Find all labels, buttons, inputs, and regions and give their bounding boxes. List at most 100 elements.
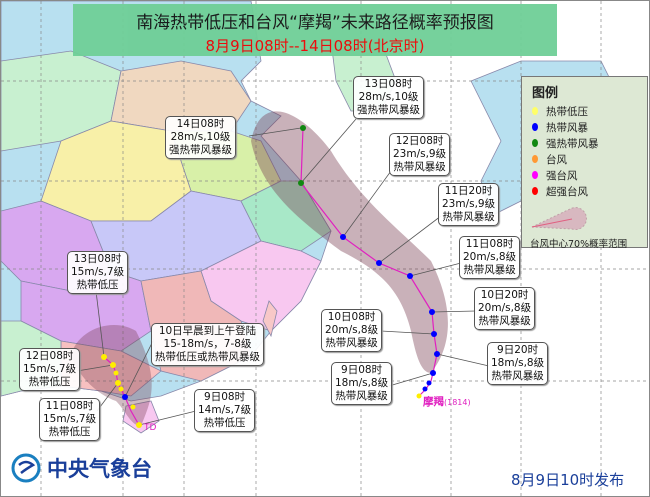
- title-main: 南海热带低压和台风“摩羯”未来路径概率预报图: [136, 13, 494, 33]
- forecast-level: 强热带风暴级: [169, 144, 232, 156]
- td-label: TD: [144, 423, 157, 433]
- forecast-level: 热带低压: [28, 376, 71, 388]
- forecast-time: 11日08时: [465, 238, 514, 250]
- forecast-time: 9日08时: [204, 391, 246, 403]
- track-point-14d08: [300, 125, 306, 131]
- forecast-wind: 15m/s,7级: [23, 363, 77, 375]
- forecast-level: 热带低压或热带风暴级: [155, 351, 260, 363]
- forecast-wind: 28m/s,10级: [170, 131, 231, 143]
- forecast-wind: 28m/s,10级: [358, 91, 419, 103]
- typhoon-code: (1814): [444, 398, 471, 407]
- forecast-wind: 18m/s,8级: [335, 377, 389, 389]
- forecast-level: 热带风暴级: [393, 161, 446, 173]
- td-label-9d08: 9日08时 14m/s,7级 热带低压: [194, 389, 256, 432]
- forecast-time: 11日20时: [444, 185, 493, 197]
- map-title: 南海热带低压和台风“摩羯”未来路径概率预报图 8月9日08时--14日08时(北…: [73, 4, 557, 56]
- forecast-time: 11日08时: [45, 400, 94, 412]
- past-track-point: [416, 393, 422, 399]
- td-track-point: [118, 386, 124, 392]
- depression-probability-cone: [71, 325, 152, 426]
- forecast-level: 热带低压: [76, 279, 119, 291]
- legend-label: 热带风暴: [546, 121, 588, 134]
- forecast-label-10d20: 10日20时 20m/s,8级 热带风暴级: [474, 287, 536, 330]
- legend-label: 强热带风暴: [546, 137, 599, 150]
- issue-time: 8月9日10时发布: [511, 471, 625, 489]
- td-point-13d08: [101, 354, 107, 360]
- td-label-11d08: 11日08时 15m/s,7级 热带低压: [39, 398, 101, 441]
- forecast-wind: 15m/s,7级: [43, 413, 97, 425]
- forecast-wind: 23m/s,9级: [393, 148, 447, 160]
- forecast-time: 13日08时: [73, 253, 122, 265]
- forecast-wind: 15m/s,7级: [71, 266, 125, 278]
- agency-name: 中央气象台: [47, 457, 152, 481]
- title-period: 8月9日08时--14日08时(北京时): [205, 37, 425, 55]
- cyclone-icon: [532, 187, 538, 195]
- forecast-wind: 20m/s,8级: [478, 302, 532, 314]
- forecast-label-11d08: 11日08时 20m/s,8级 热带风暴级: [459, 236, 521, 279]
- legend-cone-label: 台风中心70%概率范围: [530, 239, 628, 250]
- cone-icon: [531, 207, 587, 231]
- track-point-10d08: [431, 331, 437, 337]
- td-track-point: [130, 404, 136, 410]
- leader-lines: [76, 118, 490, 426]
- legend-label: 台风: [546, 153, 567, 166]
- td-label-landfall: 10日早晨到上午登陆 15-18m/s，7-8级 热带低压或热带风暴级: [151, 323, 264, 366]
- agency-logo: 中央气象台: [11, 453, 152, 483]
- forecast-level: 热带风暴级: [491, 370, 544, 382]
- forecast-level: 热带风暴级: [335, 390, 388, 402]
- td-point-11d08: [115, 380, 121, 386]
- td-label-12d08: 12日08时 15m/s,7级 热带低压: [19, 348, 81, 391]
- legend-label: 强台风: [546, 169, 578, 182]
- forecast-time: 13日08时: [364, 78, 413, 90]
- legend-item-td: 热带低压: [532, 103, 647, 119]
- past-track-point: [426, 380, 432, 386]
- forecast-label-13d08: 13日08时 28m/s,10级 强热带风暴级: [353, 76, 424, 119]
- legend-title: 图例: [532, 86, 559, 101]
- track-point-9d08: [430, 370, 436, 376]
- forecast-wind: 20m/s,8级: [325, 324, 379, 336]
- forecast-wind: 20m/s,8级: [463, 251, 517, 263]
- cyclone-icon: [532, 139, 538, 147]
- legend: 图例 热带低压 热带风暴 强热带风暴 台风 强台风 超强台风 台风中心70%概率…: [521, 76, 648, 250]
- legend-item-ty: 台风: [532, 151, 647, 167]
- typhoon-name-label: 摩羯(1814): [423, 394, 471, 409]
- forecast-wind: 23m/s,9级: [442, 198, 496, 210]
- td-point-12d08: [110, 362, 116, 368]
- forecast-label-9d20: 9日20时 18m/s,8级 热带风暴级: [487, 342, 549, 385]
- forecast-wind: 14m/s,7级: [198, 404, 252, 416]
- track-point-11d20: [376, 260, 382, 266]
- td-point-10d: [122, 394, 128, 400]
- cma-logo-icon: [11, 453, 41, 483]
- past-track-point: [422, 386, 428, 392]
- track-point-9d20: [434, 351, 440, 357]
- legend-item-supty: 超强台风: [532, 183, 647, 199]
- forecast-time: 10日早晨到上午登陆: [158, 325, 257, 337]
- track-point-12d08: [340, 234, 346, 240]
- forecast-level: 热带低压: [203, 417, 246, 429]
- forecast-level: 热带低压: [48, 426, 91, 438]
- cyclone-icon: [532, 171, 538, 179]
- forecast-time: 12日08时: [25, 350, 74, 362]
- legend-item-sts: 强热带风暴: [532, 135, 647, 151]
- forecast-level: 热带风暴级: [442, 211, 495, 223]
- typhoon-name: 摩羯: [423, 396, 444, 408]
- forecast-time: 14日08时: [176, 118, 225, 130]
- legend-item-sty: 强台风: [532, 167, 647, 183]
- forecast-time: 9日08时: [341, 364, 383, 376]
- forecast-level: 热带风暴级: [463, 264, 516, 276]
- forecast-label-11d20: 11日20时 23m/s,9级 热带风暴级: [438, 183, 500, 226]
- forecast-time: 10日20时: [480, 289, 529, 301]
- forecast-time: 10日08时: [327, 311, 376, 323]
- track-points: [101, 125, 440, 428]
- forecast-level: 强热带风暴级: [357, 104, 420, 116]
- legend-label: 超强台风: [546, 185, 588, 198]
- forecast-wind: 15-18m/s，7-8级: [163, 338, 252, 350]
- forecast-label-12d08: 12日08时 23m/s,9级 热带风暴级: [389, 133, 451, 176]
- forecast-label-10d08: 10日08时 20m/s,8级 热带风暴级: [321, 309, 383, 352]
- cyclone-icon: [532, 123, 538, 131]
- track-point-10d20: [429, 309, 435, 315]
- td-label-13d08: 13日08时 15m/s,7级 热带低压: [67, 251, 129, 294]
- forecast-time: 12日08时: [395, 135, 444, 147]
